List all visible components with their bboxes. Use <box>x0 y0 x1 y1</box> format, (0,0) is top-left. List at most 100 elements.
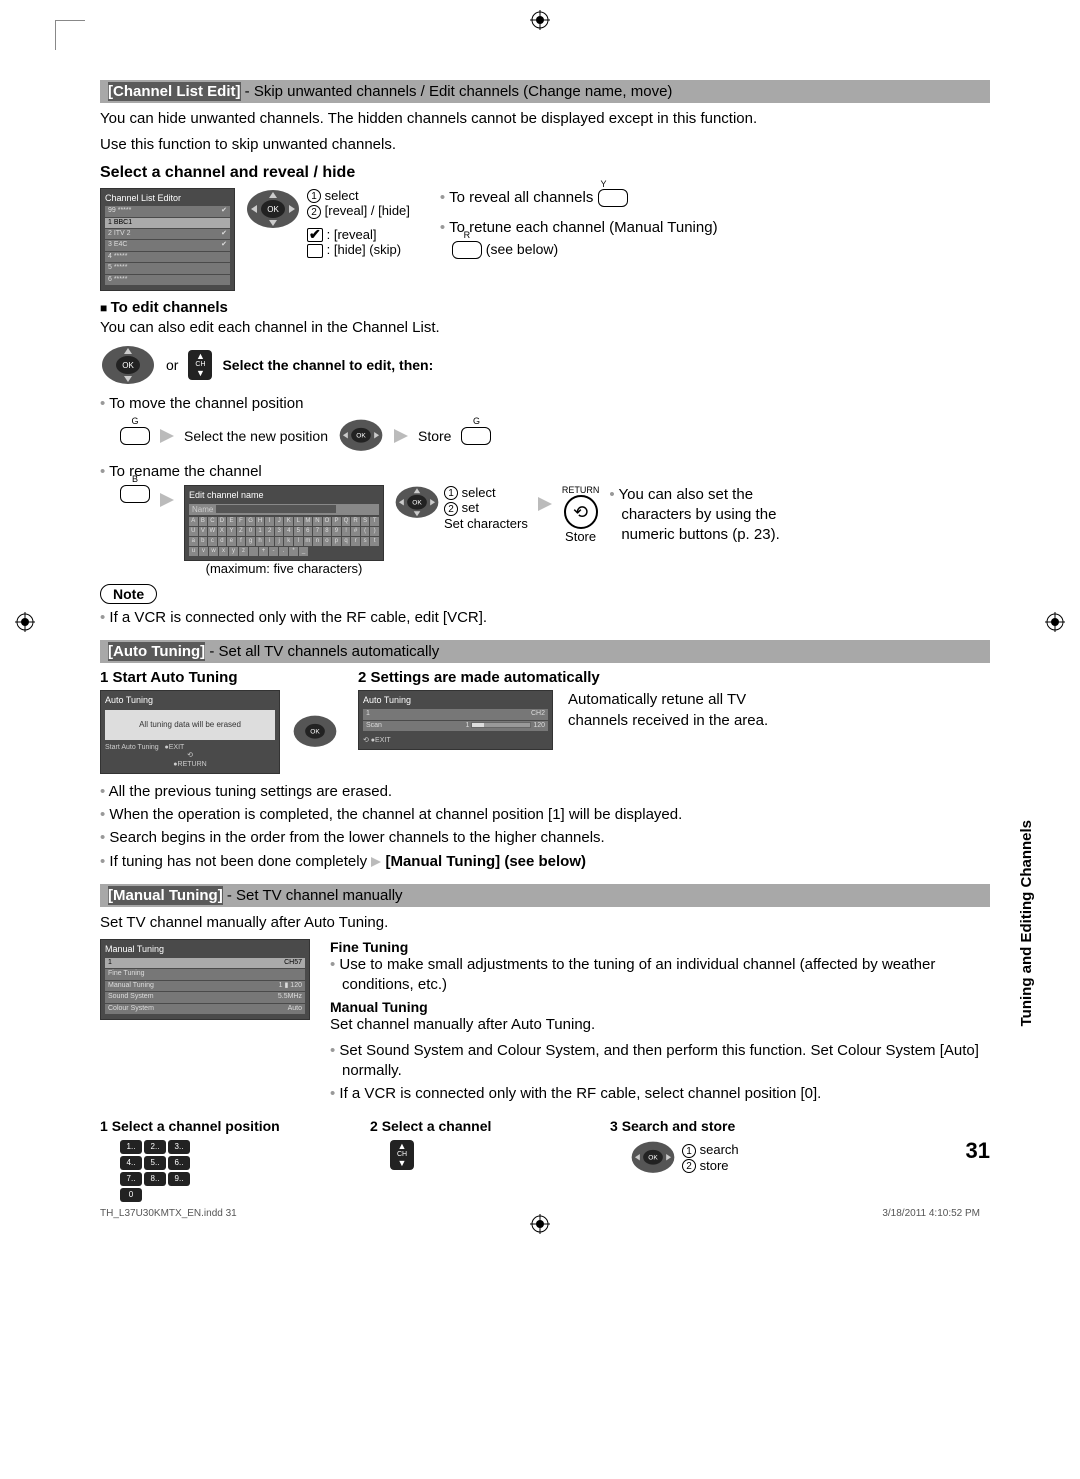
manual-tuning-bar: [Manual Tuning] - Set TV channel manuall… <box>100 884 990 907</box>
reveal-all-text: To reveal all channels <box>449 189 593 206</box>
auto-tuning-start-screenshot: Auto Tuning All tuning data will be eras… <box>100 690 280 774</box>
select-channel-edit-label: Select the channel to edit, then: <box>222 357 433 373</box>
auto-retune-text: Automatically retune all TV channels rec… <box>568 690 778 731</box>
red-button-icon: R <box>452 241 482 259</box>
see-below-label: (see below) <box>486 241 558 257</box>
manual-tuning-row: Fine Tuning <box>105 969 305 979</box>
svg-text:OK: OK <box>122 361 134 370</box>
store-label: Store <box>418 428 451 444</box>
step-1-icon: 1 <box>682 1144 696 1158</box>
move-position-intro: To move the channel position <box>100 394 990 414</box>
arrow-right-icon <box>538 497 552 511</box>
return-label: RETURN <box>562 485 600 495</box>
svg-text:OK: OK <box>356 432 366 439</box>
to-edit-channels-heading: To edit channels <box>100 299 990 316</box>
manual-tuning-row: Manual Tuning1 ▮ 120 <box>105 981 305 991</box>
print-footer: TH_L37U30KMTX_EN.indd 31 3/18/2011 4:10:… <box>100 1208 980 1219</box>
search-label: search <box>700 1142 739 1157</box>
numeric-buttons-note: You can also set the characters by using… <box>609 485 809 546</box>
bullet-text: All the previous tuning settings are era… <box>100 782 990 802</box>
step-2-icon: 2 <box>307 205 321 219</box>
channel-list-edit-bar: [Channel List Edit] - Skip unwanted chan… <box>100 80 990 103</box>
yellow-button-icon: Y <box>598 189 628 207</box>
arrow-right-icon <box>160 429 174 443</box>
channel-row: 6 ***** <box>105 275 230 285</box>
green-button-icon: G <box>120 427 150 445</box>
store-label: store <box>700 1158 729 1173</box>
reveal-label: : [reveal] <box>327 227 377 242</box>
intro-text: Use this function to skip unwanted chann… <box>100 135 990 155</box>
channel-list-editor-screenshot: Channel List Editor 99 *****✔1 BBC12 ITV… <box>100 188 235 292</box>
ok-pad-icon: OK <box>394 485 440 521</box>
registration-mark-icon <box>1045 612 1065 632</box>
manual-tuning-row: Colour SystemAuto <box>105 1004 305 1014</box>
select-label: select <box>462 485 496 500</box>
crop-mark <box>55 20 85 50</box>
page-number: 31 <box>966 1138 990 1164</box>
footer-timestamp: 3/18/2011 4:10:52 PM <box>882 1208 980 1219</box>
reveal-icon <box>307 228 323 242</box>
or-label: or <box>166 357 178 373</box>
ch-up-down-icon: ▲CH▼ <box>390 1140 414 1170</box>
numeric-keypad-icon: 1..2..3.. 4..5..6.. 7..8..9.. 0 <box>120 1140 190 1204</box>
keyboard-row: abcdefghijklmnopqrst <box>189 537 379 546</box>
step-1-icon: 1 <box>444 486 458 500</box>
svg-text:OK: OK <box>310 729 320 736</box>
footer-file: TH_L37U30KMTX_EN.indd 31 <box>100 1208 237 1219</box>
select-position-label: Select the new position <box>184 428 328 444</box>
auto-tuning-progress-screenshot: Auto Tuning 1CH2 Scan1 120 ⟲ ●EXIT <box>358 690 553 750</box>
channel-row: 99 *****✔ <box>105 206 230 216</box>
retune-text: To retune each channel (Manual Tuning) <box>449 219 718 236</box>
vcr-note: If a VCR is connected only with the RF c… <box>100 608 990 628</box>
rename-intro: To rename the channel <box>100 462 990 482</box>
note-pill: Note <box>100 584 157 604</box>
step-2-icon: 2 <box>682 1159 696 1173</box>
ch-up-down-icon: ▲CH▼ <box>188 350 212 380</box>
section-subtitle: - Skip unwanted channels / Edit channels… <box>241 83 673 100</box>
green-button-icon: G <box>461 427 491 445</box>
keyboard-row: UVWXYZ0123456789!#() <box>189 527 379 536</box>
ok-pad-icon: OK <box>630 1140 676 1176</box>
side-tab-label: Tuning and Editing Channels <box>1018 820 1035 1026</box>
edit-name-keyboard-screenshot: Edit channel name Name ABCDEFGHIJKLMNOPQ… <box>184 485 384 561</box>
blue-button-icon: B <box>120 485 150 503</box>
fine-tuning-text: Use to make small adjustments to the tun… <box>330 955 990 996</box>
arrow-right-icon <box>371 857 381 867</box>
channel-row: 2 ITV 2✔ <box>105 229 230 239</box>
reveal-hide-heading: Select a channel and reveal / hide <box>100 164 990 182</box>
return-button-icon: ⟲ <box>564 495 598 529</box>
manual-tuning-text: Set channel manually after Auto Tuning. <box>330 1015 990 1035</box>
set-label: set <box>462 500 479 515</box>
ok-pad-icon: OK <box>100 344 156 386</box>
intro-text: You can hide unwanted channels. The hidd… <box>100 109 990 129</box>
step-label: select <box>325 188 359 203</box>
select-channel-heading: Select a channel <box>382 1118 492 1134</box>
set-characters-label: Set characters <box>444 516 528 531</box>
manual-tuning-heading: Manual Tuning <box>330 999 990 1015</box>
step-1-icon: 1 <box>307 189 321 203</box>
keyboard-row: uvwxyz +-.*_ <box>189 547 379 556</box>
ok-pad-icon: OK <box>338 418 384 454</box>
store-label: Store <box>562 529 600 544</box>
edit-intro: You can also edit each channel in the Ch… <box>100 318 990 338</box>
arrow-right-icon <box>160 493 174 507</box>
ok-pad-icon: OK <box>292 714 338 750</box>
section-subtitle: - Set TV channel manually <box>223 887 403 904</box>
bullet-text: When the operation is completed, the cha… <box>100 805 990 825</box>
arrow-right-icon <box>394 429 408 443</box>
channel-row: 5 ***** <box>105 263 230 273</box>
max-chars-caption: (maximum: five characters) <box>184 561 384 576</box>
manual-tuning-screenshot: Manual Tuning 1CH57Fine TuningManual Tun… <box>100 939 310 1020</box>
select-channel-position-heading: Select a channel position <box>112 1118 280 1134</box>
keyboard-row: ABCDEFGHIJKLMNOPQRST <box>189 517 379 526</box>
manual-tuning-row: Sound System5.5MHz <box>105 992 305 1002</box>
step-2-icon: 2 <box>444 502 458 516</box>
manual-tuning-row: 1CH57 <box>105 958 305 968</box>
channel-row: 3 E4C✔ <box>105 240 230 250</box>
svg-text:OK: OK <box>412 499 422 506</box>
bullet-text: If tuning has not been done completely [… <box>100 852 990 872</box>
svg-text:OK: OK <box>267 205 279 214</box>
registration-mark-icon <box>15 612 35 632</box>
manual-tuning-intro: Set TV channel manually after Auto Tunin… <box>100 913 990 933</box>
auto-tuning-bar: [Auto Tuning] - Set all TV channels auto… <box>100 640 990 663</box>
